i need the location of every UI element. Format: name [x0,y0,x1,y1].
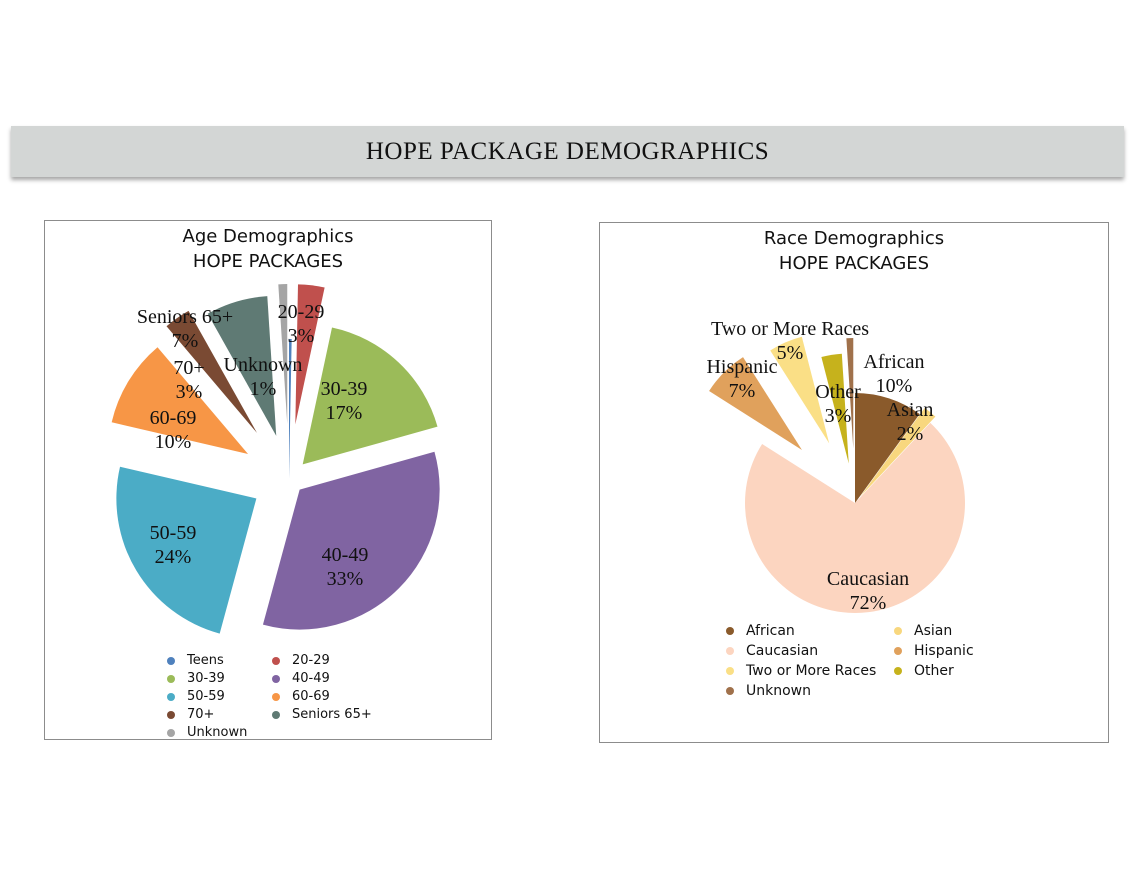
legend-item-teens: Teens [167,653,224,668]
data-label-other: Other 3% [815,381,861,427]
pie-slice-hispanic [709,357,802,450]
legend-item-40-49: 40-49 [272,671,330,686]
age-pie-chart: 20-29 3% 30-39 17% 40-49 33% 50-59 24% 60-69 10%7… [111,284,440,634]
legend-swatch [726,627,734,635]
legend-swatch [894,627,902,635]
legend-swatch [167,656,175,665]
legend-item-70plus: 70+ [167,707,214,722]
pie-slice-70plus [166,310,258,434]
legend-swatch [272,710,280,719]
pie-slice-caucasian [745,422,965,613]
pie-slice-asian [860,407,936,497]
legend-item-other: Other [894,663,954,679]
pie-slice-african [855,393,920,503]
legend-label: 40-49 [292,671,330,686]
pie-slice-other [821,353,849,464]
age-chart-title-block: Age Demographics HOPE PACKAGES [45,224,491,274]
data-label-30-39: 30-39 17% [321,378,368,424]
legend-item-60-69: 60-69 [272,689,330,704]
legend-label: Hispanic [914,643,974,659]
legend-item-unknown: Unknown [167,725,247,740]
legend-label: Asian [914,623,953,639]
pie-slice-unknown [846,338,854,449]
legend-label: Teens [187,653,224,668]
data-label-60-69: 60-69 10% [150,407,197,453]
legend-item-seniors-65plus: Seniors 65+ [272,707,372,722]
legend-label: African [746,623,795,639]
legend-swatch [272,692,280,701]
race-pie-chart: African 10%Asian 2% Caucasian 72% Hispanic 7%T… [706,318,965,614]
data-label-seniors-65plus: Seniors 65+ 7% [137,306,233,352]
legend-item-20-29: 20-29 [272,653,330,668]
pie-slice-unknown [278,284,288,425]
race-chart-panel: Race Demographics HOPE PACKAGES African 1… [599,222,1109,743]
legend-swatch [894,667,902,675]
legend-swatch [272,656,280,665]
age-chart-title: Age Demographics [182,226,354,247]
pie-slice-20-29 [295,284,325,425]
legend-label: 20-29 [292,653,330,668]
data-label-50-59: 50-59 24% [150,522,197,568]
legend-item-caucasian: Caucasian [726,643,818,659]
pie-slice-teens [289,339,292,479]
legend-label: Unknown [187,725,248,740]
legend-item-asian: Asian [894,623,952,639]
pie-slice-60-69 [111,347,249,454]
pie-slice-40-49 [262,451,440,630]
page-title: HOPE PACKAGE DEMOGRAPHICS [365,137,770,165]
pie-slice-seniors-65plus [207,296,277,436]
legend-label: 50-59 [187,689,225,704]
pie-slice-30-39 [302,327,438,465]
data-label-unknown: Unknown 1% [224,354,303,400]
legend-label: 70+ [187,707,215,722]
race-chart-subtitle: HOPE PACKAGES [778,253,930,274]
data-label-caucasian: Caucasian 72% [827,568,909,614]
legend-swatch [272,674,280,683]
race-chart-title: Race Demographics [763,228,945,249]
legend-swatch [726,667,734,675]
race-legend: African Asian Caucasian Hispanic Two or More… [726,623,1066,713]
legend-swatch [167,710,175,719]
legend-item-50-59: 50-59 [167,689,225,704]
legend-swatch [167,728,175,737]
legend-item-hispanic: Hispanic [894,643,974,659]
pie-slice-50-59 [116,466,257,634]
legend-item-two-or-more-races: Two or More Races [726,663,876,679]
legend-label: Caucasian [746,643,819,659]
age-legend: Teens 20-29 30-39 40-49 50-59 60-69 70+ Seniors… [167,653,467,743]
data-label-20-29: 20-29 3% [278,301,325,347]
legend-label: Unknown [746,683,811,699]
legend-label: Seniors 65+ [292,707,372,722]
legend-label: Other [914,663,954,679]
pie-slice-two-or-more-races [770,336,830,444]
legend-item-african: African [726,623,795,639]
legend-swatch [894,647,902,655]
legend-swatch [167,692,175,701]
race-chart-title-block: Race Demographics HOPE PACKAGES [600,226,1108,276]
legend-swatch [726,647,734,655]
legend-swatch [167,674,175,683]
data-label-african: African 10% [863,351,924,397]
legend-label: 30-39 [187,671,225,686]
data-label-asian: Asian 2% [887,399,934,445]
data-label-70plus: 70+ 3% [173,357,204,403]
legend-swatch [726,687,734,695]
age-chart-subtitle: HOPE PACKAGES [192,251,344,272]
legend-item-unknown: Unknown [726,683,811,699]
header-banner: HOPE PACKAGE DEMOGRAPHICS [11,126,1124,177]
legend-label: Two or More Races [746,663,877,679]
legend-label: 60-69 [292,689,330,704]
legend-item-30-39: 30-39 [167,671,225,686]
age-chart-panel: Age Demographics HOPE PACKAGES 20-29 3% 30… [44,220,492,740]
data-label-hispanic: Hispanic 7% [706,356,777,402]
data-label-40-49: 40-49 33% [322,544,369,590]
data-label-two-or-more-races: Two or More Races 5% [711,318,869,364]
